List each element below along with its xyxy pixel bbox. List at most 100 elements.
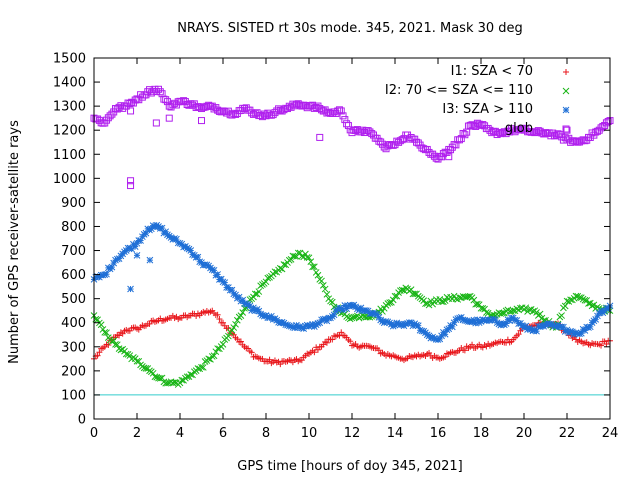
x-tick-label: 4	[176, 426, 184, 441]
band-mark-i2	[526, 306, 533, 314]
y-tick-label: 200	[61, 364, 86, 379]
band-mark-i2	[452, 295, 460, 303]
x-tick-label: 10	[301, 426, 318, 441]
point-i2	[305, 254, 313, 262]
band-mark-glob	[368, 130, 376, 138]
band-mark-glob	[325, 108, 333, 116]
band-mark-i2	[94, 316, 101, 324]
band-mark-i2	[126, 352, 134, 359]
band-mark-glob	[495, 129, 503, 137]
band-mark-i1	[375, 347, 382, 354]
band-mark-i2	[311, 263, 318, 271]
band-mark-glob	[393, 137, 401, 145]
band-mark-glob	[579, 136, 587, 144]
point-glob	[133, 95, 141, 103]
legend-label-glob: glob	[505, 121, 533, 136]
band-mark-glob	[459, 129, 467, 137]
band-mark-glob	[203, 102, 211, 110]
band-mark-glob	[334, 107, 342, 115]
band-mark-glob	[196, 103, 204, 111]
band-mark-glob	[550, 132, 558, 140]
x-tick-label: 12	[344, 426, 361, 441]
band-mark-i2	[321, 285, 329, 293]
band-mark-i1	[96, 349, 103, 356]
band-mark-i2	[422, 300, 429, 308]
point-i2	[585, 300, 592, 307]
outlier-i3	[146, 256, 154, 264]
band-mark-glob	[291, 102, 299, 110]
band-mark-i2	[151, 373, 159, 381]
x-tick-label: 16	[430, 426, 447, 441]
band-mark-i2	[522, 304, 530, 312]
point-glob	[219, 107, 227, 115]
band-mark-glob	[210, 105, 218, 113]
band-mark-i2	[346, 315, 354, 323]
y-axis-label: Number of GPS receiver-satellite rays	[7, 120, 22, 364]
band-mark-i2	[212, 348, 220, 356]
band-mark-glob	[400, 135, 408, 143]
band-mark-i1	[116, 332, 123, 339]
band-mark-i2	[135, 357, 143, 365]
band-mark-glob	[271, 109, 279, 117]
band-mark-glob	[500, 128, 508, 136]
band-mark-glob	[352, 127, 360, 135]
band-mark-glob	[103, 116, 111, 124]
band-mark-i2	[517, 304, 524, 312]
point-i2	[327, 297, 334, 305]
y-tick-label: 0	[78, 413, 86, 428]
band-mark-glob	[533, 128, 541, 136]
band-mark-i2	[103, 329, 110, 337]
band-mark-glob	[310, 104, 318, 112]
point-i2	[187, 371, 195, 378]
y-tick-label: 1400	[53, 76, 86, 91]
band-mark-glob	[418, 144, 426, 152]
point-i1	[220, 319, 226, 326]
band-mark-glob	[464, 122, 472, 130]
band-mark-glob	[137, 91, 145, 99]
band-mark-i1	[248, 349, 255, 356]
band-mark-glob	[189, 101, 197, 109]
point-i2	[563, 297, 571, 305]
outlier-glob	[165, 114, 173, 122]
outlier-i3	[127, 285, 134, 293]
point-glob	[241, 105, 248, 113]
band-mark-i2	[214, 345, 221, 352]
band-mark-i2	[199, 364, 207, 371]
band-mark-glob	[396, 137, 404, 145]
band-mark-glob	[576, 138, 584, 146]
band-mark-glob	[405, 135, 413, 143]
band-mark-glob	[205, 101, 213, 109]
band-mark-glob	[404, 131, 412, 139]
band-mark-glob	[319, 107, 327, 115]
band-mark-glob	[377, 138, 385, 146]
point-glob	[337, 107, 345, 115]
band-mark-glob	[156, 88, 164, 96]
outlier-glob	[127, 182, 135, 190]
band-mark-i1	[237, 338, 244, 345]
band-mark-glob	[527, 128, 535, 136]
band-mark-i1	[515, 331, 522, 338]
band-mark-glob	[158, 90, 166, 98]
band-mark-glob	[602, 119, 610, 127]
band-mark-i2	[205, 355, 213, 363]
band-mark-i3	[214, 271, 221, 278]
x-tick-label: 6	[219, 426, 227, 441]
band-mark-glob	[214, 106, 222, 114]
y-tick-label: 1200	[53, 124, 86, 139]
legend-label-i3: I3: SZA > 110	[442, 102, 533, 117]
point-glob	[499, 129, 506, 137]
band-mark-glob	[572, 137, 580, 145]
band-mark-i2	[576, 294, 583, 301]
band-mark-glob	[292, 100, 300, 108]
point-i2	[509, 307, 517, 315]
band-mark-i1	[329, 336, 336, 343]
y-tick-label: 300	[61, 340, 86, 355]
band-mark-glob	[398, 136, 406, 144]
band-mark-i3	[103, 270, 110, 278]
point-i2	[251, 290, 259, 298]
band-mark-glob	[486, 126, 494, 134]
band-mark-glob	[160, 95, 168, 103]
band-mark-glob	[149, 87, 157, 95]
band-mark-i2	[259, 281, 266, 288]
y-tick-label: 1000	[53, 172, 86, 187]
